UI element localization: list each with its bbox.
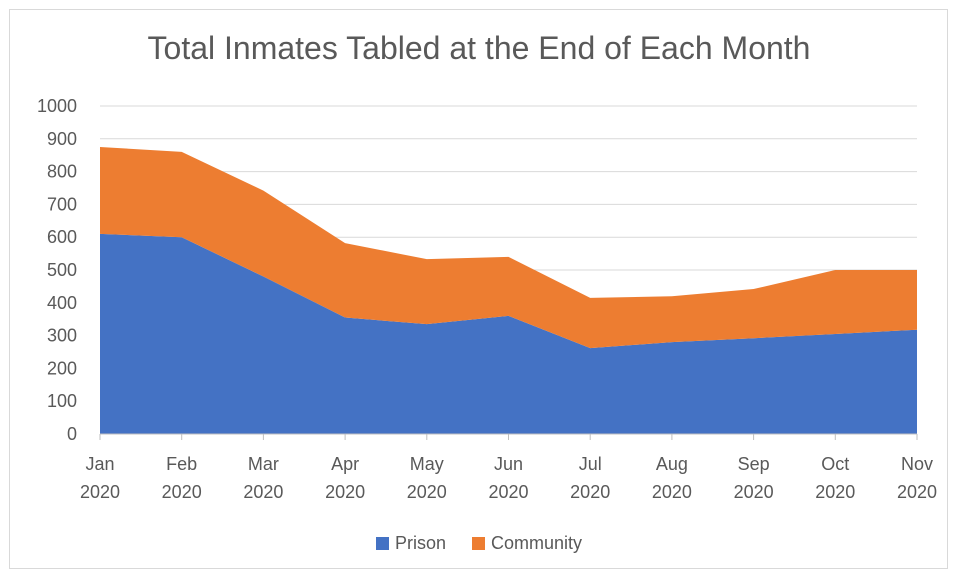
x-tick-label: Mar bbox=[248, 454, 279, 474]
legend-item-prison: Prison bbox=[375, 533, 446, 554]
y-tick-label: 800 bbox=[47, 162, 77, 182]
x-tick-label: Feb bbox=[166, 454, 197, 474]
legend-swatch-prison bbox=[375, 537, 389, 550]
x-tick-label: Jan bbox=[85, 454, 114, 474]
x-tick-label: 2020 bbox=[162, 482, 202, 502]
x-tick-label: Apr bbox=[331, 454, 359, 474]
y-tick-label: 700 bbox=[47, 194, 77, 214]
area-series-community bbox=[100, 147, 917, 349]
x-tick-label: Nov bbox=[901, 454, 933, 474]
x-tick-label: May bbox=[410, 454, 444, 474]
legend-label-prison: Prison bbox=[394, 533, 446, 553]
x-tick-label: Jul bbox=[579, 454, 602, 474]
y-tick-label: 900 bbox=[47, 129, 77, 149]
legend-item-community: Community bbox=[472, 533, 582, 554]
x-tick-label: 2020 bbox=[80, 482, 120, 502]
legend: Prison Community bbox=[0, 533, 958, 554]
y-tick-label: 200 bbox=[47, 358, 77, 378]
x-tick-label: 2020 bbox=[407, 482, 447, 502]
x-tick-label: 2020 bbox=[570, 482, 610, 502]
y-tick-label: 100 bbox=[47, 391, 77, 411]
x-tick-label: 2020 bbox=[734, 482, 774, 502]
x-tick-label: 2020 bbox=[325, 482, 365, 502]
y-tick-label: 0 bbox=[67, 424, 77, 444]
x-tick-label: 2020 bbox=[488, 482, 528, 502]
x-tick-label: Oct bbox=[821, 454, 849, 474]
x-tick-label: 2020 bbox=[243, 482, 283, 502]
y-tick-label: 300 bbox=[47, 326, 77, 346]
x-tick-label: Aug bbox=[656, 454, 688, 474]
y-tick-label: 1000 bbox=[37, 96, 77, 116]
x-tick-label: 2020 bbox=[652, 482, 692, 502]
y-tick-label: 600 bbox=[47, 227, 77, 247]
chart-title: Total Inmates Tabled at the End of Each … bbox=[147, 30, 811, 66]
y-tick-label: 400 bbox=[47, 293, 77, 313]
y-tick-label: 500 bbox=[47, 260, 77, 280]
x-tick-label: Jun bbox=[494, 454, 523, 474]
x-tick-label: 2020 bbox=[897, 482, 937, 502]
legend-swatch-community bbox=[472, 537, 485, 550]
x-tick-label: Sep bbox=[738, 454, 770, 474]
area-series-prison bbox=[100, 233, 917, 434]
legend-label-community: Community bbox=[491, 533, 583, 553]
x-tick-label: 2020 bbox=[815, 482, 855, 502]
